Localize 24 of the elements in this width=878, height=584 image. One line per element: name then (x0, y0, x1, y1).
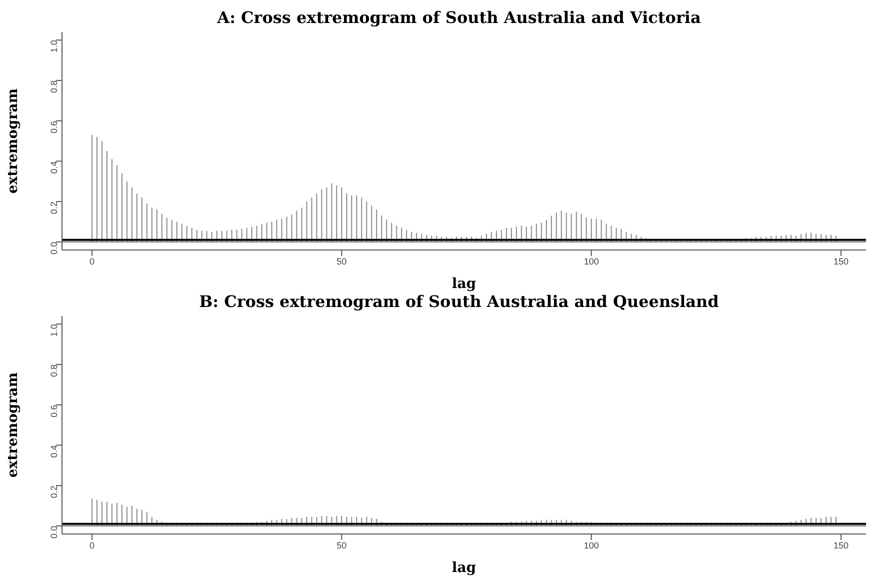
y-tick-label: 0.4 (49, 161, 60, 174)
y-tick-label: 0.2 (49, 202, 60, 214)
x-tick-label: 0 (89, 256, 94, 266)
chart-title: B: Cross extremogram of South Australia and Queensland (198, 292, 720, 312)
y-tick-label: 0.0 (49, 242, 60, 254)
y-tick-label: 0.8 (49, 364, 60, 377)
y-tick-label: 0.0 (49, 526, 60, 538)
x-tick-label: 150 (834, 540, 849, 550)
y-tick-label: 1.0 (49, 324, 60, 337)
x-tick-label: 100 (584, 540, 599, 550)
chart-title: A: Cross extremogram of South Australia and Victoria (216, 8, 702, 28)
x-tick-label: 50 (336, 256, 347, 266)
x-axis-title: lag (452, 276, 476, 292)
y-tick-label: 1.0 (49, 40, 60, 53)
x-tick-label: 0 (89, 540, 94, 550)
y-tick-label: 0.6 (49, 404, 60, 418)
x-tick-label: 150 (834, 256, 849, 266)
x-tick-label: 100 (584, 256, 599, 266)
y-tick-label: 0.6 (49, 120, 60, 134)
y-tick-label: 0.4 (49, 445, 60, 458)
x-tick-label: 50 (336, 540, 347, 550)
y-tick-label: 0.2 (49, 486, 60, 498)
x-axis-title: lag (452, 560, 476, 576)
y-tick-label: 0.8 (49, 80, 60, 93)
